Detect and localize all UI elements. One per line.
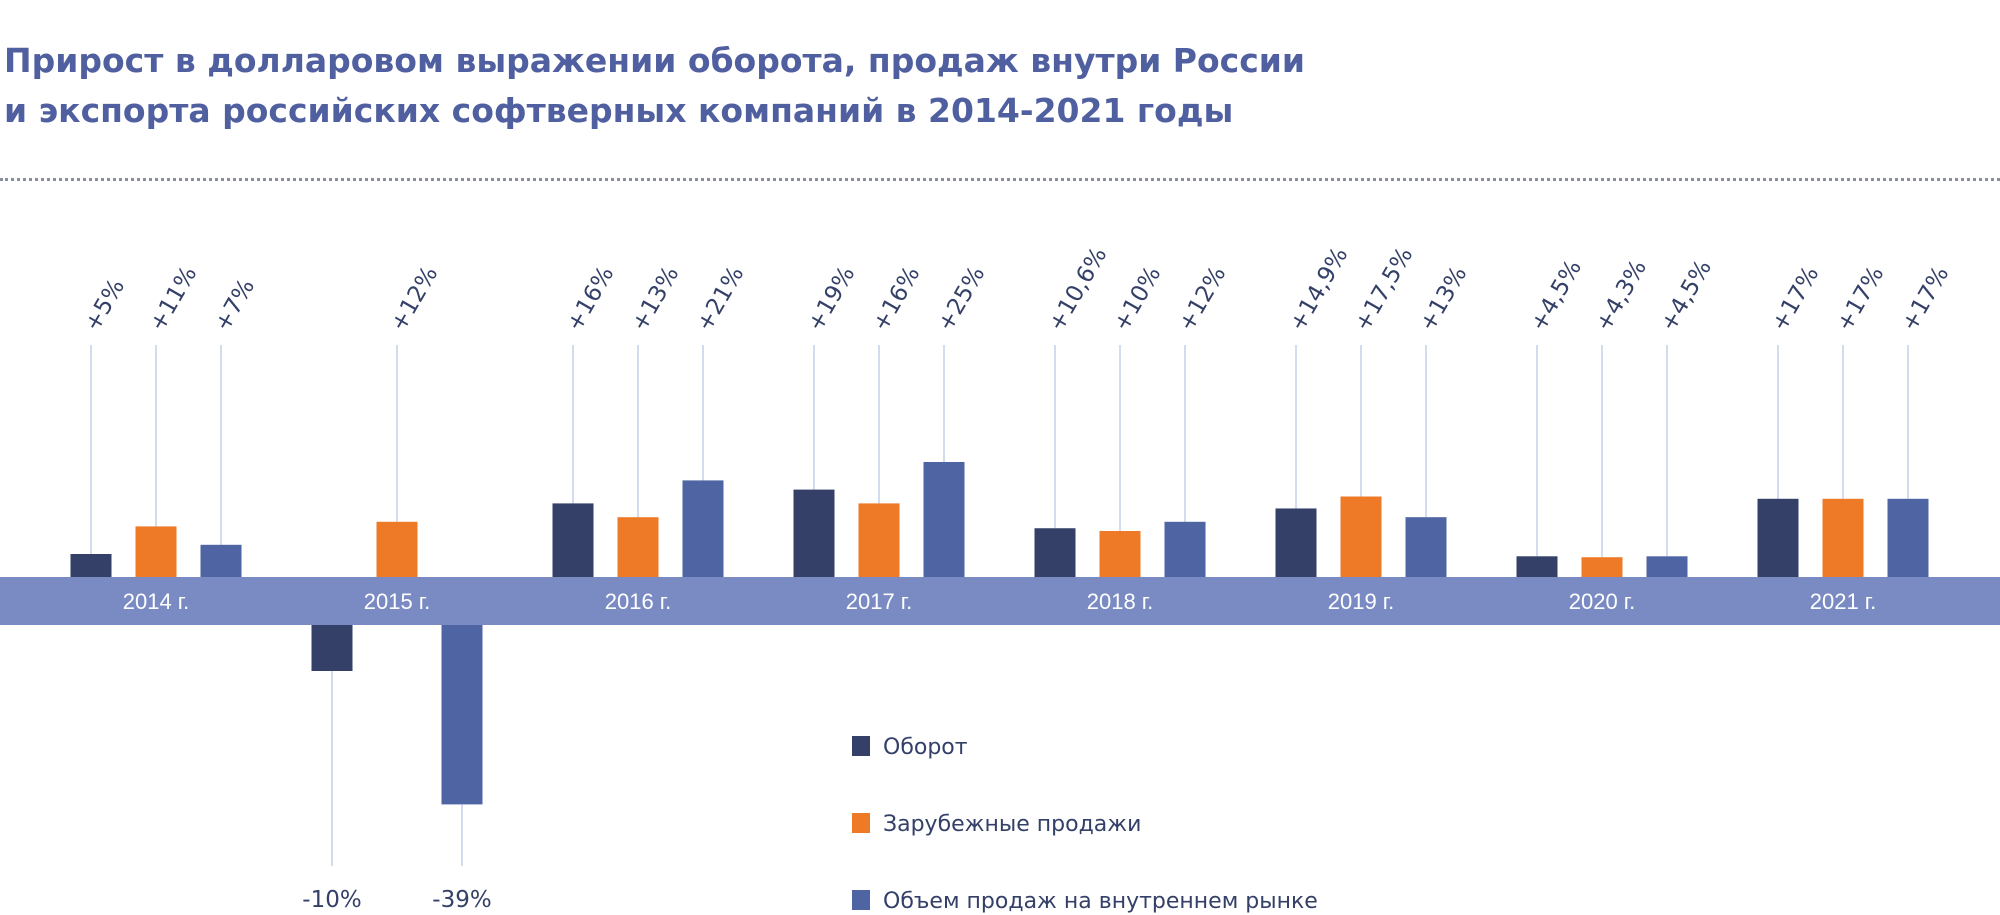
data-label: +7% (210, 275, 260, 336)
data-label: +16% (868, 262, 926, 336)
data-label: +12% (1174, 262, 1232, 336)
data-label: +17% (1832, 262, 1890, 336)
bar (1516, 556, 1558, 577)
category-label: 2018 г. (1087, 589, 1154, 614)
data-label: +13% (627, 262, 685, 336)
data-label: +5% (80, 275, 130, 336)
data-label: -10% (302, 887, 361, 913)
bar (858, 503, 900, 577)
category-label: 2021 г. (1810, 589, 1877, 614)
data-label: +21% (692, 262, 750, 336)
bar (311, 625, 353, 671)
category-label: 2014 г. (123, 589, 190, 614)
bar (682, 480, 724, 577)
data-label: +14,9% (1285, 243, 1354, 336)
data-label: +13% (1415, 262, 1473, 336)
bar (1887, 498, 1929, 577)
data-label: +11% (145, 262, 203, 336)
bar (200, 544, 242, 577)
category-label: 2015 г. (364, 589, 431, 614)
data-label: +10% (1109, 262, 1167, 336)
bar (1034, 528, 1076, 577)
category-label: 2017 г. (846, 589, 913, 614)
data-label: +19% (803, 262, 861, 336)
legend-swatch (852, 736, 870, 756)
bar (1340, 496, 1382, 577)
data-label: +4,3% (1591, 256, 1652, 336)
bar (793, 489, 835, 577)
bar (1646, 556, 1688, 577)
bar (1581, 557, 1623, 577)
bar (1822, 498, 1864, 577)
data-label: +16% (562, 262, 620, 336)
bar (1405, 517, 1447, 577)
data-label: -39% (432, 887, 491, 913)
bar (1164, 521, 1206, 577)
chart-title: Прирост в долларовом выражении оборота, … (4, 36, 1305, 136)
bar (1099, 531, 1141, 577)
category-label: 2020 г. (1569, 589, 1636, 614)
bar (1757, 498, 1799, 577)
axis-band (0, 577, 2000, 625)
bar (617, 517, 659, 577)
bar (923, 462, 965, 577)
legend-label: Оборот (883, 735, 968, 760)
data-label: +10,6% (1044, 243, 1113, 336)
bar (441, 625, 483, 805)
title-line-1: Прирост в долларовом выражении оборота, … (4, 41, 1306, 80)
bar (376, 521, 418, 577)
bar (135, 526, 177, 577)
legend-swatch (852, 890, 870, 910)
category-label: 2019 г. (1328, 589, 1395, 614)
bar (1275, 508, 1317, 577)
bar (70, 554, 112, 577)
data-label: +17,5% (1350, 243, 1419, 336)
data-label: +4,5% (1526, 256, 1587, 336)
data-label: +17% (1897, 262, 1955, 336)
title-divider (0, 178, 2000, 181)
data-label: +17% (1767, 262, 1825, 336)
legend-label: Объем продаж на внутреннем рынке (883, 889, 1318, 914)
legend-label: Зарубежные продажи (883, 812, 1141, 837)
category-label: 2016 г. (605, 589, 672, 614)
data-label: +4,5% (1656, 256, 1717, 336)
legend-swatch (852, 813, 870, 833)
bar (552, 503, 594, 577)
title-line-2: и экспорта российских софтверных компани… (4, 91, 1234, 130)
data-label: +25% (933, 262, 991, 336)
data-label: +12% (386, 262, 444, 336)
